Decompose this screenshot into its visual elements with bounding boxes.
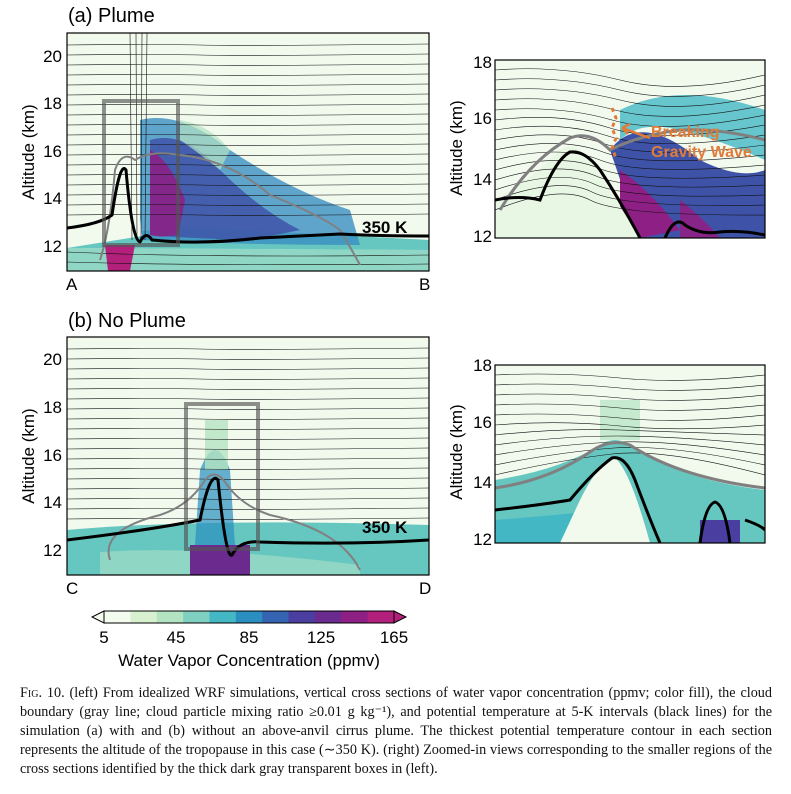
zoom-a-tropopause-contour bbox=[495, 150, 765, 238]
panel-b-left-end: C bbox=[66, 579, 78, 598]
panel-a-title: (a) Plume bbox=[68, 5, 155, 27]
panel-b-zoom-box bbox=[184, 402, 260, 551]
panel-a-zoom-box bbox=[102, 99, 180, 247]
svg-text:85: 85 bbox=[240, 628, 259, 647]
colorbar-segment bbox=[262, 611, 290, 623]
svg-text:18: 18 bbox=[43, 94, 62, 113]
svg-text:16: 16 bbox=[43, 446, 62, 465]
colorbar-segment bbox=[367, 611, 395, 623]
panel-a: (a) Plume 350 K Altitude (km) 12 14 16 1… bbox=[19, 5, 430, 294]
panel-a-left-end: A bbox=[66, 275, 78, 294]
panel-b-cloud-boundary bbox=[107, 473, 361, 571]
colorbar-label: Water Vapor Concentration (ppmv) bbox=[118, 651, 380, 670]
colorbar-segment bbox=[314, 611, 342, 623]
svg-text:20: 20 bbox=[43, 350, 62, 369]
colorbar-segment bbox=[183, 611, 210, 623]
colorbar-segment bbox=[235, 611, 263, 623]
figure: (a) Plume 350 K Altitude (km) 12 14 16 1… bbox=[19, 5, 766, 670]
panel-b: (b) No Plume 350 K Altitude (km) 12 14 1… bbox=[19, 310, 431, 598]
panel-a-cloud-boundary bbox=[99, 152, 361, 266]
zoom-b-cloud-boundary bbox=[495, 441, 765, 490]
svg-text:14: 14 bbox=[43, 493, 62, 512]
svg-text:14: 14 bbox=[43, 189, 62, 208]
colorbar-segment bbox=[104, 611, 131, 623]
panel-a-tropopause-contour bbox=[67, 167, 429, 244]
svg-text:16: 16 bbox=[473, 413, 492, 432]
panel-a-theta-contours bbox=[67, 33, 429, 265]
svg-text:12: 12 bbox=[43, 237, 62, 256]
panel-b-frame bbox=[66, 336, 430, 576]
zoom-a-cloud-boundary bbox=[498, 128, 765, 211]
zoom-a-annotation-line1: Breaking bbox=[651, 124, 719, 141]
panel-a-right-end: B bbox=[419, 275, 430, 294]
svg-text:125: 125 bbox=[307, 628, 335, 647]
panel-a-frame bbox=[66, 32, 430, 272]
svg-text:18: 18 bbox=[43, 398, 62, 417]
zoom-b-frame bbox=[494, 364, 766, 544]
zoom-b-tropopause-contour bbox=[495, 456, 765, 543]
zoom-a-gravity-wave-outline bbox=[610, 107, 618, 159]
colorbar-segment bbox=[288, 611, 316, 623]
svg-text:16: 16 bbox=[43, 142, 62, 161]
zoom-b-theta-contours bbox=[495, 373, 765, 476]
colorbar-segment bbox=[156, 611, 184, 623]
panel-b-yticks: 12 14 16 18 20 bbox=[43, 350, 62, 560]
panel-b-right-end: D bbox=[419, 579, 431, 598]
panel-a-yticks: 12 14 16 18 20 bbox=[43, 47, 62, 256]
svg-text:12: 12 bbox=[473, 227, 492, 246]
colorbar-frame bbox=[103, 610, 395, 624]
svg-text:12: 12 bbox=[43, 541, 62, 560]
zoom-b-yticks: 12 14 16 18 bbox=[473, 356, 492, 549]
svg-text:18: 18 bbox=[473, 356, 492, 375]
colorbar-segment bbox=[209, 611, 237, 623]
svg-text:165: 165 bbox=[380, 628, 408, 647]
zoom-panel-a: Breaking Gravity Wave Altitude (km) 12 1… bbox=[447, 53, 766, 246]
panel-b-350k-label: 350 K bbox=[362, 518, 408, 537]
svg-text:14: 14 bbox=[473, 170, 492, 189]
panel-b-water-vapor-field bbox=[67, 420, 429, 575]
panel-a-ylabel: Altitude (km) bbox=[19, 104, 38, 199]
zoom-a-theta-contours bbox=[495, 68, 765, 216]
panel-a-350k-label: 350 K bbox=[362, 218, 408, 237]
colorbar-low-arrow bbox=[90, 610, 105, 624]
svg-text:14: 14 bbox=[473, 473, 492, 492]
colorbar-high-arrow bbox=[393, 610, 408, 624]
svg-text:20: 20 bbox=[43, 47, 62, 66]
panel-b-title: (b) No Plume bbox=[68, 310, 186, 332]
colorbar-ticks: 5 45 85 125 165 bbox=[99, 628, 408, 647]
zoom-a-annotation-line2: Gravity Wave bbox=[651, 144, 752, 161]
svg-text:18: 18 bbox=[473, 53, 492, 72]
zoom-a-yticks: 12 14 16 18 bbox=[473, 53, 492, 246]
zoom-panel-b: Altitude (km) 12 14 16 18 bbox=[447, 356, 766, 549]
svg-text:45: 45 bbox=[167, 628, 186, 647]
caption-lead: Fig. 10. bbox=[20, 685, 65, 701]
zoom-b-ylabel: Altitude (km) bbox=[447, 404, 466, 499]
zoom-a-frame bbox=[494, 59, 766, 239]
caption-text: (left) From idealized WRF simulations, v… bbox=[20, 685, 772, 777]
panel-b-tropopause-contour bbox=[67, 476, 429, 557]
zoom-a-ylabel: Altitude (km) bbox=[447, 100, 466, 195]
colorbar-segment bbox=[341, 611, 369, 623]
zoom-a-annotation-arrow bbox=[621, 122, 651, 140]
colorbar: 5 45 85 125 165 Water Vapor Concentratio… bbox=[90, 610, 408, 670]
panel-b-ylabel: Altitude (km) bbox=[19, 408, 38, 503]
svg-text:5: 5 bbox=[99, 628, 108, 647]
figure-caption: Fig. 10. (left) From idealized WRF simul… bbox=[20, 684, 772, 779]
svg-text:16: 16 bbox=[473, 109, 492, 128]
colorbar-segment bbox=[130, 611, 158, 623]
colorbar-segments bbox=[104, 611, 395, 623]
svg-text:12: 12 bbox=[473, 530, 492, 549]
